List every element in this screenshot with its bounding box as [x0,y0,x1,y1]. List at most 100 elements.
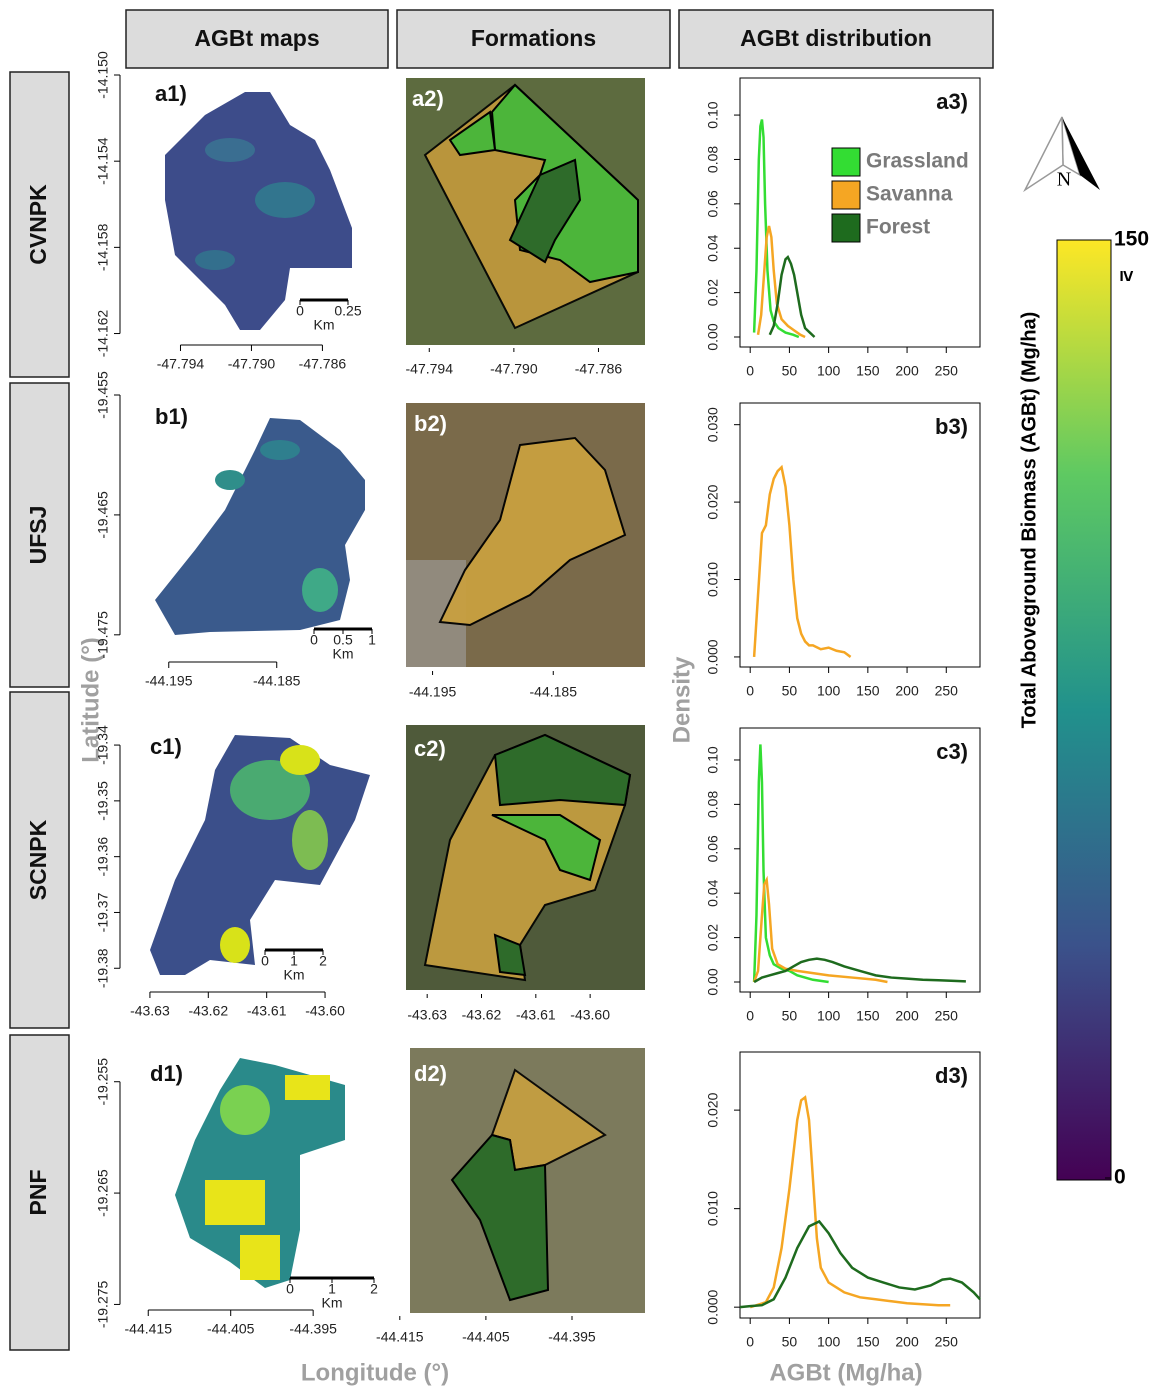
y-tick-label: 0.020 [705,484,721,519]
y-tick-label: 0.00 [705,968,721,995]
y-tick-label: 0.04 [705,234,721,261]
row-box [9,691,70,1029]
y-tick-label: -14.158 [95,223,111,271]
y-tick-label: 0.030 [705,407,721,442]
panel-label: a3) [936,89,968,114]
row-label: PNF [25,1170,51,1216]
colorbar-tick-label: 0 [1114,1166,1126,1189]
x-tick-label: -44.395 [548,1329,596,1345]
row-box [9,71,70,378]
panel-label: b3) [935,414,968,439]
map-b1 [155,418,365,635]
scale-label: 0 [296,303,304,319]
x-tick-label: -44.185 [253,673,301,689]
longitude-label: Longitude (°) [301,1359,449,1386]
y-tick-label: 0.06 [705,190,721,217]
x-tick-label: -44.195 [409,684,457,700]
map-a1 [165,92,352,330]
legend-swatch [831,180,861,210]
y-tick-label: 0.10 [705,101,721,128]
x-tick-label: 250 [935,683,959,699]
x-tick-label: -43.61 [247,1003,287,1019]
y-tick-label: -19.38 [95,948,111,988]
x-tick-label: 0 [746,683,754,699]
formation-c2 [406,725,645,990]
x-tick-label: 250 [935,1334,959,1350]
formation-b2 [406,403,645,667]
header: AGBt distribution [740,25,932,51]
panel-label: d1) [150,1061,183,1086]
x-tick-label: -44.415 [376,1329,424,1345]
y-tick-label: -19.36 [95,837,111,877]
x-tick-label: -44.185 [530,684,578,700]
header-box [396,9,671,69]
scale-label: 1 [368,632,376,648]
plot-box [739,402,981,668]
formation-d2 [410,1048,645,1313]
y-tick-label: -19.35 [95,781,111,821]
legend-label: Savanna [866,183,953,206]
scale-label: 0 [310,632,318,648]
y-tick-label: -14.162 [95,310,111,358]
panel-label: a2) [412,86,444,111]
x-tick-label: -43.63 [130,1003,170,1019]
density-line [739,1219,981,1309]
colorbar-title: Total Aboveground Biomass (AGBt) (Mg/ha) [1018,312,1040,729]
map-d1 [175,1058,345,1288]
legend-swatch [831,147,861,177]
x-tick-label: -44.405 [207,1321,255,1337]
y-tick-label: -19.275 [95,1280,111,1328]
scale-label: 1 [290,953,298,969]
y-tick-label: 0.02 [705,279,721,306]
x-tick-label: -44.195 [145,673,193,689]
x-tick-label: -47.786 [299,356,347,372]
density-line [768,255,816,338]
latitude-label: Latitude (°) [77,637,104,763]
panel-label: d3) [935,1063,968,1088]
x-tick-label: -47.794 [406,361,454,377]
density-line [753,957,966,984]
x-tick-label: 100 [817,683,841,699]
y-tick-label: -14.154 [95,137,111,185]
legend-label: Forest [866,216,930,239]
row-label: SCNPK [25,819,51,900]
y-tick-label: 0.08 [705,146,721,173]
row-box [9,382,70,688]
y-tick-label: 0.04 [705,879,721,906]
x-tick-label: 50 [782,683,798,699]
x-tick-label: 50 [782,363,798,379]
panel-label: b2) [414,411,447,436]
scale-unit: Km [314,317,335,333]
x-tick-label: -43.63 [407,1007,447,1023]
y-tick-label: 0.08 [705,791,721,818]
scale-unit: Km [284,967,305,983]
y-tick-label: 0.02 [705,924,721,951]
legend-swatch [831,213,861,243]
y-tick-label: -19.475 [95,611,111,659]
y-tick-label: 0.000 [705,1289,721,1324]
y-tick-label: 0.06 [705,835,721,862]
density-line [752,744,829,984]
x-tick-label: -47.794 [157,356,205,372]
x-tick-label: 150 [856,683,880,699]
header-box [678,9,994,69]
density-line [752,464,852,658]
panel-label: a1) [155,81,187,106]
colorbar-tick-label: 150 [1114,228,1149,251]
plot-box [739,727,981,993]
x-tick-label: -43.62 [188,1003,228,1019]
density-line [749,1095,951,1309]
density-line [752,875,888,984]
y-tick-label: 0.00 [705,323,721,350]
plot-box [739,1051,981,1319]
scale-label: 2 [370,1281,378,1297]
x-tick-label: 50 [782,1008,798,1024]
x-tick-label: 100 [817,1008,841,1024]
x-tick-label: 150 [856,1334,880,1350]
x-tick-label: 50 [782,1334,798,1350]
y-tick-label: -19.265 [95,1169,111,1217]
panel-label: b1) [155,404,188,429]
scale-label: 0.5 [333,632,353,648]
colorbar-note: ≥ [1116,271,1138,282]
